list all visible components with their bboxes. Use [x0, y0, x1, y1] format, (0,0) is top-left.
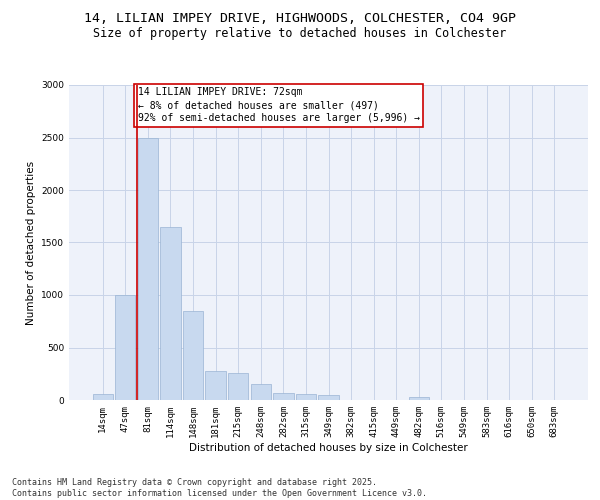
Bar [138, 138, 158, 400]
Bar [319, 395, 338, 400]
Bar [296, 394, 316, 400]
Text: Contains HM Land Registry data © Crown copyright and database right 2025.
Contai: Contains HM Land Registry data © Crown c… [12, 478, 427, 498]
Bar [115, 295, 136, 400]
Bar [251, 384, 271, 400]
Text: 14 LILIAN IMPEY DRIVE: 72sqm
← 8% of detached houses are smaller (497)
92% of se: 14 LILIAN IMPEY DRIVE: 72sqm ← 8% of det… [138, 87, 420, 124]
Bar [409, 397, 429, 400]
Y-axis label: Number of detached properties: Number of detached properties [26, 160, 35, 324]
Bar [160, 227, 181, 400]
Text: Size of property relative to detached houses in Colchester: Size of property relative to detached ho… [94, 28, 506, 40]
Bar [273, 392, 293, 400]
Bar [183, 310, 203, 400]
Bar [205, 370, 226, 400]
Bar [92, 394, 113, 400]
X-axis label: Distribution of detached houses by size in Colchester: Distribution of detached houses by size … [189, 442, 468, 452]
Bar [228, 372, 248, 400]
Text: 14, LILIAN IMPEY DRIVE, HIGHWOODS, COLCHESTER, CO4 9GP: 14, LILIAN IMPEY DRIVE, HIGHWOODS, COLCH… [84, 12, 516, 26]
